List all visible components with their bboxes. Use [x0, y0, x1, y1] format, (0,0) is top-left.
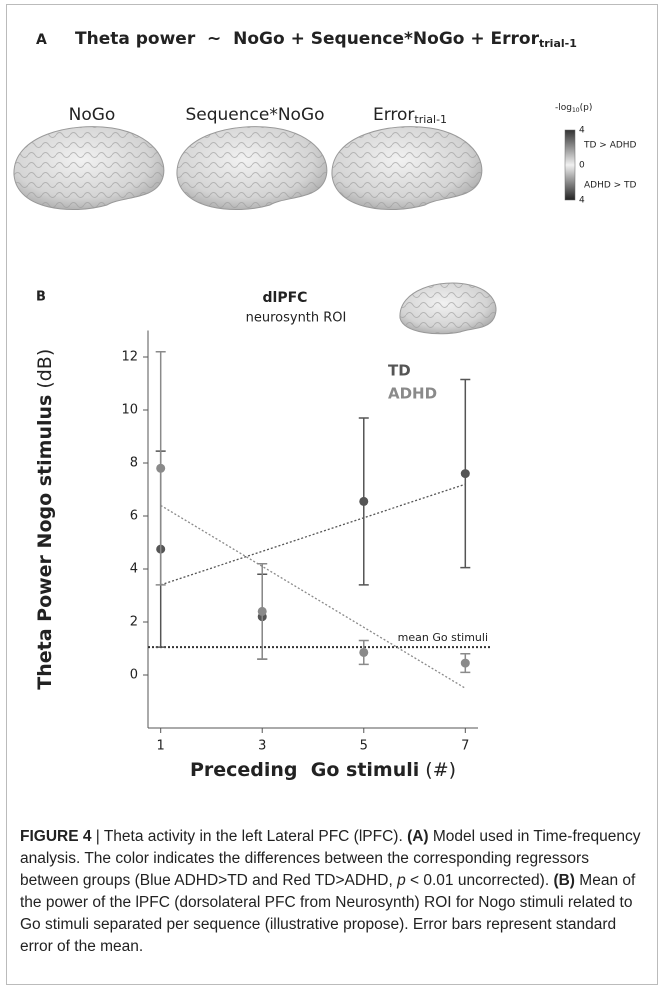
data-point — [258, 607, 267, 616]
caption-run: | Theta activity in the left Lateral PFC… — [91, 828, 407, 845]
roi-subtitle: neurosynth ROI — [246, 311, 347, 326]
caption-run: p — [397, 872, 406, 889]
colorbar-label: 0 — [579, 161, 585, 171]
trend-line — [161, 505, 466, 688]
panel-letter: A — [36, 32, 47, 48]
colorbar-title: -log10(p) — [555, 103, 592, 114]
cb-suffix: (p) — [580, 103, 593, 113]
colorbar-label: 4 — [579, 196, 585, 206]
page: A Theta power ~ NoGo + Sequence*NoGo + E… — [0, 0, 667, 989]
colorbar-label: TD > ADHD — [583, 141, 637, 151]
y-tick-label: 12 — [121, 350, 138, 365]
data-point — [359, 497, 368, 506]
cb-sub: 10 — [572, 107, 580, 114]
title-subscript: trial-1 — [539, 37, 577, 50]
brain-label-text: NoGo — [69, 105, 116, 125]
trend-line — [161, 484, 466, 585]
panel-letter: B — [36, 290, 46, 305]
x-tick-label: 3 — [258, 739, 266, 754]
roi-title: dlPFC — [263, 290, 308, 306]
y-tick-label: 10 — [121, 403, 138, 418]
data-point — [359, 648, 368, 657]
panel-title: Theta power ~ NoGo + Sequence*NoGo + Err… — [75, 29, 577, 50]
brain-label: Errortrial-1 — [373, 105, 447, 126]
caption: FIGURE 4 | Theta activity in the left La… — [20, 826, 650, 958]
y-label-main: Theta Power Nogo stimulus — [34, 395, 56, 690]
roi-brain — [400, 283, 496, 334]
brain-label-text: Error — [373, 105, 414, 125]
x-axis-label: Preceding Go stimuli (#) — [190, 759, 456, 781]
y-tick-label: 4 — [130, 562, 138, 577]
caption-run: (B) — [553, 872, 575, 889]
brain-label: Sequence*NoGo — [185, 105, 324, 125]
y-label-unit: (dB) — [34, 349, 56, 389]
caption-run: (A) — [407, 828, 429, 845]
figure: A Theta power ~ NoGo + Sequence*NoGo + E… — [0, 0, 667, 820]
y-tick-label: 0 — [130, 668, 138, 683]
x-tick-label: 7 — [461, 739, 469, 754]
brain-label-text: Sequence*NoGo — [185, 105, 324, 125]
colorbar — [565, 130, 575, 200]
data-point — [156, 464, 165, 473]
chart: 0 2 4 6 8 10 12 1 3 5 7 Preceding Go stimuli (#) Thet… — [34, 331, 491, 781]
brain-texture — [400, 283, 496, 334]
x-label-unit: (#) — [425, 759, 456, 781]
brain-label: NoGo — [69, 105, 116, 125]
x-tick-label: 5 — [360, 739, 368, 754]
y-axis-label: Theta Power Nogo stimulus (dB) — [34, 349, 56, 690]
y-tick-label: 6 — [130, 509, 138, 524]
caption-run: < 0.01 uncorrected). — [406, 872, 554, 889]
x-tick-label: 1 — [157, 739, 165, 754]
brain-label-sub: trial-1 — [414, 113, 447, 126]
legend-entry: TD — [388, 362, 411, 380]
title-main: Theta power ~ NoGo + Sequence*NoGo + Err… — [75, 29, 540, 49]
colorbar-label: ADHD > TD — [584, 181, 637, 191]
reference-label: mean Go stimuli — [398, 631, 488, 644]
legend-entry: ADHD — [388, 385, 437, 403]
colorbar-label: 4 — [579, 126, 585, 136]
data-point — [461, 659, 470, 668]
data-point — [461, 469, 470, 478]
y-tick-label: 2 — [130, 615, 138, 630]
caption-run: FIGURE 4 — [20, 828, 91, 845]
x-label-main: Preceding Go stimuli — [190, 759, 419, 781]
y-tick-label: 8 — [130, 456, 138, 471]
cb-title: -log — [555, 103, 572, 113]
brain-row: NoGo Sequence*NoGo Errortrial-1 — [14, 105, 482, 210]
